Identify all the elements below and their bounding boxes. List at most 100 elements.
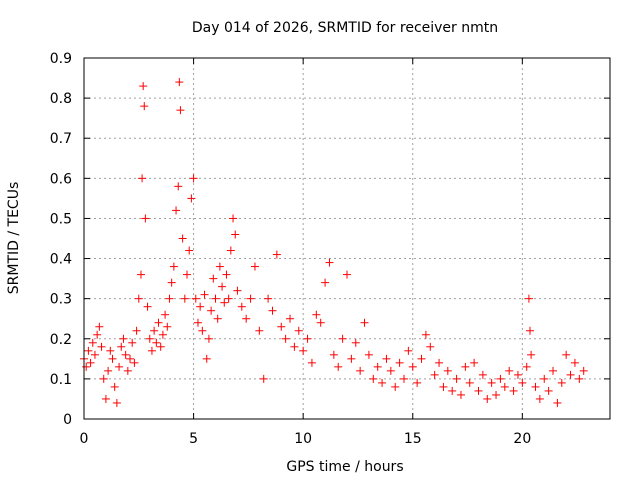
data-point bbox=[119, 334, 128, 343]
y-tick-label: 0.3 bbox=[50, 292, 72, 308]
data-point bbox=[121, 350, 130, 359]
data-point bbox=[259, 374, 268, 383]
data-point bbox=[404, 346, 413, 355]
data-point bbox=[88, 338, 97, 347]
data-point bbox=[242, 314, 251, 323]
data-point bbox=[218, 282, 227, 291]
data-point bbox=[483, 394, 492, 403]
data-point bbox=[439, 382, 448, 391]
data-point bbox=[487, 378, 496, 387]
data-point bbox=[321, 278, 330, 287]
data-point bbox=[299, 346, 308, 355]
data-point bbox=[505, 366, 514, 375]
data-point bbox=[202, 354, 211, 363]
data-point bbox=[97, 342, 106, 351]
data-point bbox=[395, 358, 404, 367]
data-point bbox=[461, 362, 470, 371]
data-point bbox=[378, 378, 387, 387]
data-point bbox=[255, 326, 264, 335]
data-point bbox=[106, 346, 115, 355]
data-point bbox=[180, 294, 189, 303]
data-point bbox=[110, 382, 119, 391]
data-point bbox=[237, 302, 246, 311]
data-point bbox=[373, 362, 382, 371]
data-point bbox=[176, 106, 185, 115]
data-point bbox=[174, 182, 183, 191]
data-point bbox=[224, 294, 233, 303]
data-point bbox=[382, 354, 391, 363]
data-point bbox=[128, 338, 137, 347]
data-point bbox=[575, 374, 584, 383]
data-point bbox=[211, 294, 220, 303]
data-point bbox=[104, 366, 113, 375]
data-point bbox=[150, 326, 159, 335]
data-points bbox=[80, 78, 588, 407]
data-point bbox=[360, 318, 369, 327]
x-tick-label: 20 bbox=[513, 431, 531, 447]
data-point bbox=[138, 174, 147, 183]
data-point bbox=[200, 290, 209, 299]
data-point bbox=[108, 354, 117, 363]
y-tick-label: 0.4 bbox=[50, 252, 72, 268]
data-point bbox=[268, 306, 277, 315]
plot-frame bbox=[83, 57, 611, 420]
data-point bbox=[553, 398, 562, 407]
data-point bbox=[226, 246, 235, 255]
data-point bbox=[215, 262, 224, 271]
data-point bbox=[140, 102, 149, 111]
data-point bbox=[204, 334, 213, 343]
chart-title: Day 014 of 2026, SRMTID for receiver nmt… bbox=[192, 20, 498, 36]
data-point bbox=[356, 366, 365, 375]
data-point bbox=[549, 366, 558, 375]
data-point bbox=[141, 214, 150, 223]
data-point bbox=[156, 342, 165, 351]
data-point bbox=[526, 326, 535, 335]
data-point bbox=[172, 206, 181, 215]
data-point bbox=[193, 318, 202, 327]
data-point bbox=[417, 354, 426, 363]
data-point bbox=[478, 370, 487, 379]
data-point bbox=[286, 314, 295, 323]
data-point bbox=[154, 318, 163, 327]
data-point bbox=[123, 366, 132, 375]
data-point bbox=[207, 306, 216, 315]
data-point bbox=[86, 358, 95, 367]
data-point bbox=[264, 294, 273, 303]
data-point bbox=[187, 194, 196, 203]
data-point bbox=[246, 294, 255, 303]
data-point bbox=[136, 270, 145, 279]
y-axis-label: SRMTID / TECUs bbox=[6, 182, 22, 295]
data-point bbox=[566, 370, 575, 379]
data-point bbox=[470, 358, 479, 367]
data-point bbox=[391, 382, 400, 391]
data-point bbox=[443, 366, 452, 375]
data-point bbox=[369, 374, 378, 383]
data-point bbox=[513, 370, 522, 379]
data-point bbox=[351, 338, 360, 347]
data-point bbox=[222, 270, 231, 279]
y-tick-label: 0.7 bbox=[50, 131, 72, 147]
data-point bbox=[413, 378, 422, 387]
data-point bbox=[82, 362, 91, 371]
data-point bbox=[312, 310, 321, 319]
data-point bbox=[557, 378, 566, 387]
data-point bbox=[250, 262, 259, 271]
data-point bbox=[474, 386, 483, 395]
data-point bbox=[452, 374, 461, 383]
data-point bbox=[509, 386, 518, 395]
data-point bbox=[191, 294, 200, 303]
tick-labels: 0 0.1 0.2 0.3 0.4 0.5 0.6 0.7 0.8 0.9 0 5 10 15 20 bbox=[50, 51, 532, 447]
data-point bbox=[139, 82, 148, 91]
data-point bbox=[435, 358, 444, 367]
data-point bbox=[325, 258, 334, 267]
data-point bbox=[134, 294, 143, 303]
data-point bbox=[95, 322, 104, 331]
data-point bbox=[167, 278, 176, 287]
x-axis-label: GPS time / hours bbox=[286, 459, 403, 475]
data-point bbox=[316, 318, 325, 327]
data-point bbox=[169, 262, 178, 271]
data-point bbox=[535, 394, 544, 403]
data-point bbox=[527, 350, 536, 359]
data-point bbox=[101, 394, 110, 403]
